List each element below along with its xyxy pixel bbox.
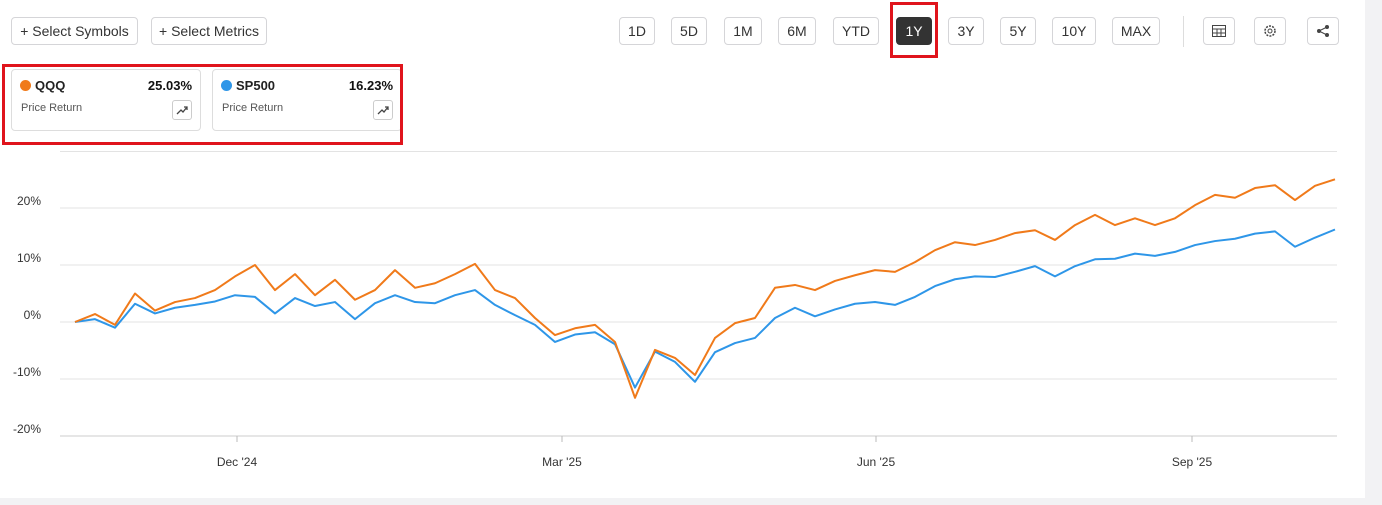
series-line [74,228,1336,389]
chart-icon[interactable] [373,100,393,120]
legend-dot [221,80,232,91]
range-button[interactable]: 6M [778,17,816,45]
app: + Select Symbols + Select Metrics 1D 5D 1M 6M… [0,0,1365,498]
x-tick-label: Sep '25 [1172,455,1213,469]
range-button[interactable]: MAX [1112,17,1160,45]
table-icon[interactable] [1203,17,1235,45]
x-tick-label: Mar '25 [542,455,582,469]
legend-dot [20,80,31,91]
legend-metric: Price Return [21,102,83,114]
settings-icon[interactable] [1254,17,1286,45]
legend-card[interactable]: QQQ 25.03% Price Return [11,69,201,131]
series-line [74,178,1336,399]
legend-return: 25.03% [147,78,192,93]
toolbar-button[interactable]: + Select Symbols [11,17,138,45]
x-tick-label: Dec '24 [217,455,258,469]
divider [1183,16,1184,47]
y-tick-label: 10% [17,251,41,265]
range-button[interactable]: 5D [671,17,707,45]
y-tick-label: -20% [13,422,41,436]
toolbar-button[interactable]: + Select Metrics [151,17,267,45]
x-tick-label: Jun '25 [857,455,896,469]
share-icon[interactable] [1307,17,1339,45]
range-button[interactable]: 1Y [896,17,932,45]
legend-metric: Price Return [222,102,284,114]
y-tick-label: 20% [17,194,41,208]
range-button[interactable]: 1M [724,17,762,45]
legend-symbol: SP500 [221,78,275,93]
y-tick-label: 0% [24,308,42,322]
legend-return: 16.23% [348,78,393,93]
highlight-box [2,64,403,145]
y-tick-label: -10% [13,365,41,379]
range-button[interactable]: 1D [619,17,655,45]
chart-icon[interactable] [172,100,192,120]
legend-name: SP500 [236,78,276,93]
legend-symbol: QQQ [20,78,65,93]
range-button[interactable]: YTD [833,17,879,45]
range-button[interactable]: 10Y [1052,17,1096,45]
legend-name: QQQ [35,78,66,93]
range-button[interactable]: 3Y [948,17,984,45]
highlight-box [890,2,938,58]
range-button[interactable]: 5Y [1000,17,1036,45]
legend-card[interactable]: SP500 16.23% Price Return [212,69,402,131]
